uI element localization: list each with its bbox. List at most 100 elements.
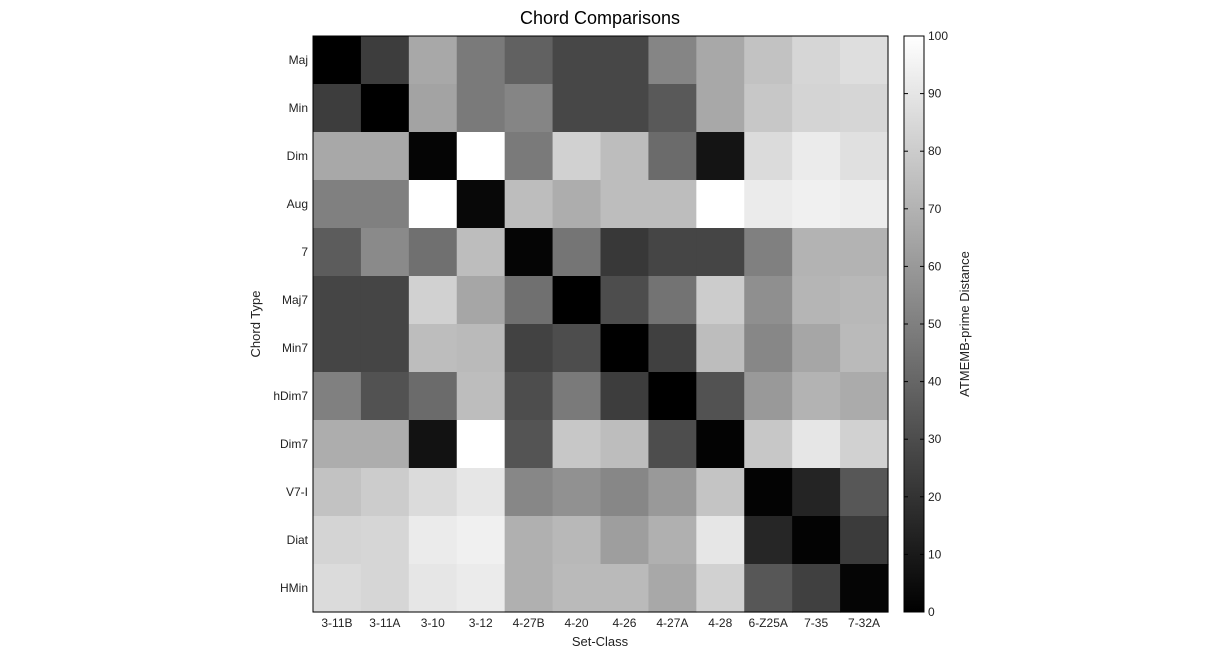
heatmap-cell bbox=[456, 180, 506, 229]
heatmap-cell bbox=[792, 564, 841, 613]
heatmap-cell bbox=[408, 564, 458, 613]
heatmap-cell bbox=[313, 420, 362, 469]
x-tick-label: 7-35 bbox=[804, 616, 828, 630]
y-axis-title: Chord Type bbox=[248, 291, 263, 358]
heatmap-cell bbox=[696, 372, 745, 421]
heatmap-cell bbox=[600, 84, 650, 133]
colorbar-tick-label: 0 bbox=[928, 605, 935, 619]
heatmap-cell bbox=[504, 420, 554, 469]
heatmap-cell bbox=[313, 372, 362, 421]
heatmap-cell bbox=[408, 468, 458, 517]
heatmap-cell bbox=[648, 276, 697, 325]
heatmap-cell bbox=[600, 516, 650, 565]
heatmap-cell bbox=[360, 132, 410, 181]
heatmap-cell bbox=[744, 420, 793, 469]
heatmap-cell bbox=[408, 324, 458, 373]
heatmap-cell bbox=[648, 36, 697, 85]
heatmap-cell bbox=[792, 468, 841, 517]
heatmap-cell bbox=[456, 132, 506, 181]
heatmap-cell bbox=[840, 180, 889, 229]
heatmap-cell bbox=[744, 228, 793, 277]
heatmap-cell bbox=[792, 372, 841, 421]
heatmap-cell bbox=[313, 84, 362, 133]
heatmap-cell bbox=[792, 228, 841, 277]
heatmap-cell bbox=[552, 180, 602, 229]
heatmap-cell bbox=[552, 516, 602, 565]
heatmap-cell bbox=[696, 84, 745, 133]
heatmap-cell bbox=[552, 276, 602, 325]
heatmap-cell bbox=[600, 324, 650, 373]
heatmap-cell bbox=[552, 372, 602, 421]
heatmap-cell bbox=[648, 468, 697, 517]
heatmap-cell bbox=[696, 180, 745, 229]
heatmap-cell bbox=[840, 276, 889, 325]
x-axis-title: Set-Class bbox=[572, 634, 629, 649]
heatmap-cell bbox=[408, 132, 458, 181]
heatmap-cell bbox=[360, 36, 410, 85]
heatmap-cell bbox=[552, 132, 602, 181]
heatmap-cell bbox=[744, 132, 793, 181]
y-tick-label: Maj bbox=[289, 53, 308, 67]
heatmap-cell bbox=[360, 420, 410, 469]
heatmap-cell bbox=[504, 276, 554, 325]
x-tick-label: 3-10 bbox=[421, 616, 445, 630]
heatmap-cell bbox=[792, 84, 841, 133]
heatmap-cell bbox=[696, 132, 745, 181]
heatmap-cell bbox=[504, 516, 554, 565]
heatmap-cell bbox=[648, 228, 697, 277]
heatmap-cell bbox=[840, 324, 889, 373]
heatmap-cell bbox=[792, 276, 841, 325]
heatmap-cell bbox=[744, 180, 793, 229]
heatmap-cell bbox=[696, 420, 745, 469]
y-tick-label: 7 bbox=[301, 245, 308, 259]
colorbar-tick-label: 90 bbox=[928, 87, 942, 101]
heatmap-cell bbox=[504, 372, 554, 421]
heatmap-cell bbox=[456, 276, 506, 325]
y-tick-labels: Maj Min Dim Aug 7 Maj7 Min7 hDim7 Dim7 V7-I Diat HM… bbox=[273, 53, 308, 595]
heatmap-cell bbox=[456, 36, 506, 85]
heatmap-cell bbox=[648, 564, 697, 613]
heatmap-cell bbox=[313, 564, 362, 613]
x-tick-label: 3-11B bbox=[321, 616, 352, 630]
heatmap-cell bbox=[600, 36, 650, 85]
heatmap-cell bbox=[696, 564, 745, 613]
heatmap-cell bbox=[552, 564, 602, 613]
heatmap-cell bbox=[792, 516, 841, 565]
heatmap-cell bbox=[504, 84, 554, 133]
heatmap-cell bbox=[313, 180, 362, 229]
heatmap-cell bbox=[360, 324, 410, 373]
y-tick-label: Min7 bbox=[282, 341, 308, 355]
x-tick-label: 3-12 bbox=[469, 616, 493, 630]
y-tick-label: Dim7 bbox=[280, 437, 308, 451]
plot-frame bbox=[312, 35, 889, 613]
heatmap-cell bbox=[313, 132, 362, 181]
heatmap-cell bbox=[408, 36, 458, 85]
heatmap-cell bbox=[552, 468, 602, 517]
heatmap-cell bbox=[456, 516, 506, 565]
heatmap-cell bbox=[456, 564, 506, 613]
heatmap-cell bbox=[408, 420, 458, 469]
heatmap-cell bbox=[744, 468, 793, 517]
heatmap-cell bbox=[360, 468, 410, 517]
heatmap-cell bbox=[360, 276, 410, 325]
heatmap-cell bbox=[744, 564, 793, 613]
colorbar-title: ATMEMB-prime Distance bbox=[957, 251, 972, 397]
heatmap-cell bbox=[744, 324, 793, 373]
heatmap-cell bbox=[313, 468, 362, 517]
heatmap-cell bbox=[360, 516, 410, 565]
heatmap-cell bbox=[696, 36, 745, 85]
heatmap-cell bbox=[744, 84, 793, 133]
heatmap-cell bbox=[600, 468, 650, 517]
heatmap-cell bbox=[696, 228, 745, 277]
heatmap-cell bbox=[648, 132, 697, 181]
x-tick-label: 7-32A bbox=[848, 616, 880, 630]
colorbar-tick-label: 20 bbox=[928, 490, 942, 504]
y-tick-label: Aug bbox=[287, 197, 308, 211]
heatmap-cell bbox=[456, 468, 506, 517]
colorbar-tick-label: 50 bbox=[928, 317, 942, 331]
heatmap-cell bbox=[552, 324, 602, 373]
x-tick-label: 4-28 bbox=[708, 616, 732, 630]
heatmap-cell bbox=[360, 84, 410, 133]
heatmap-cell bbox=[648, 324, 697, 373]
